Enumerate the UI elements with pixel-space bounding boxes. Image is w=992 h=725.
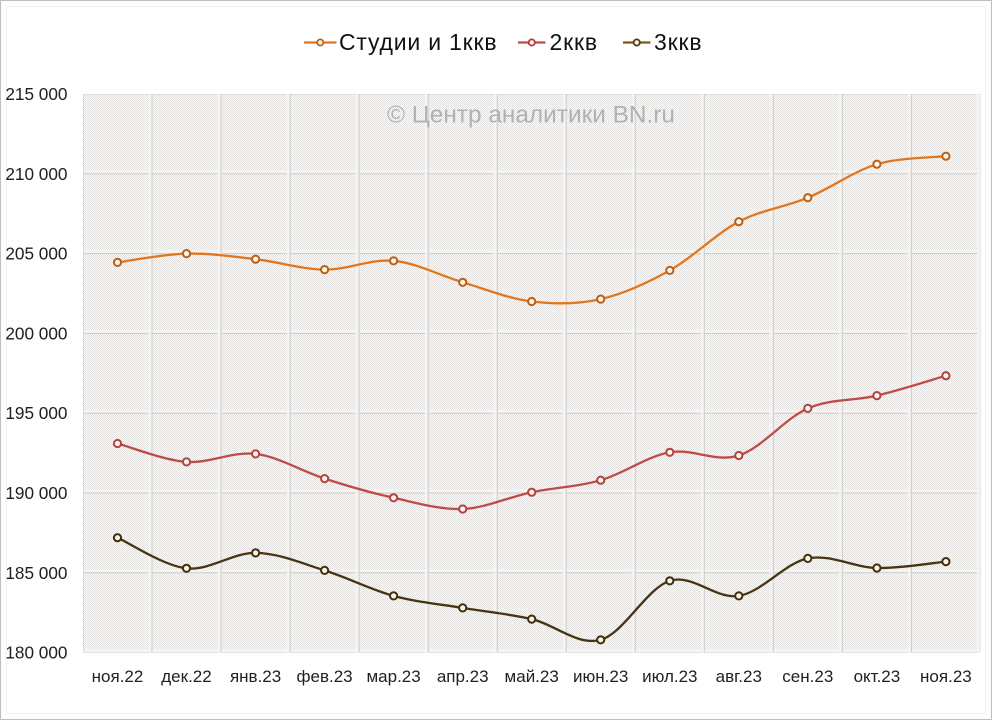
- svg-text:янв.23: янв.23: [230, 667, 281, 686]
- svg-text:ноя.22: ноя.22: [92, 667, 144, 686]
- svg-text:195 000: 195 000: [5, 403, 67, 423]
- svg-text:дек.22: дек.22: [161, 667, 211, 686]
- svg-text:сен.23: сен.23: [782, 667, 833, 686]
- svg-text:205 000: 205 000: [5, 244, 67, 264]
- svg-text:июл.23: июл.23: [642, 667, 697, 686]
- svg-text:авг.23: авг.23: [716, 667, 762, 686]
- svg-text:мар.23: мар.23: [366, 667, 420, 686]
- svg-text:окт.23: окт.23: [854, 667, 901, 686]
- svg-text:210 000: 210 000: [5, 164, 67, 184]
- svg-text:Студии и 1ккв: Студии и 1ккв: [339, 29, 497, 55]
- svg-text:215 000: 215 000: [5, 84, 67, 104]
- svg-text:185 000: 185 000: [5, 563, 67, 583]
- svg-text:фев.23: фев.23: [297, 667, 353, 686]
- svg-text:ноя.23: ноя.23: [920, 667, 972, 686]
- svg-text:июн.23: июн.23: [573, 667, 628, 686]
- svg-text:190 000: 190 000: [5, 483, 67, 503]
- svg-text:май.23: май.23: [505, 667, 559, 686]
- svg-text:2ккв: 2ккв: [550, 29, 598, 55]
- svg-text:200 000: 200 000: [5, 323, 67, 343]
- svg-text:180 000: 180 000: [5, 643, 67, 663]
- svg-text:апр.23: апр.23: [437, 667, 489, 686]
- svg-text:3ккв: 3ккв: [654, 29, 702, 55]
- svg-text:© Центр аналитики BN.ru: © Центр аналитики BN.ru: [387, 102, 675, 129]
